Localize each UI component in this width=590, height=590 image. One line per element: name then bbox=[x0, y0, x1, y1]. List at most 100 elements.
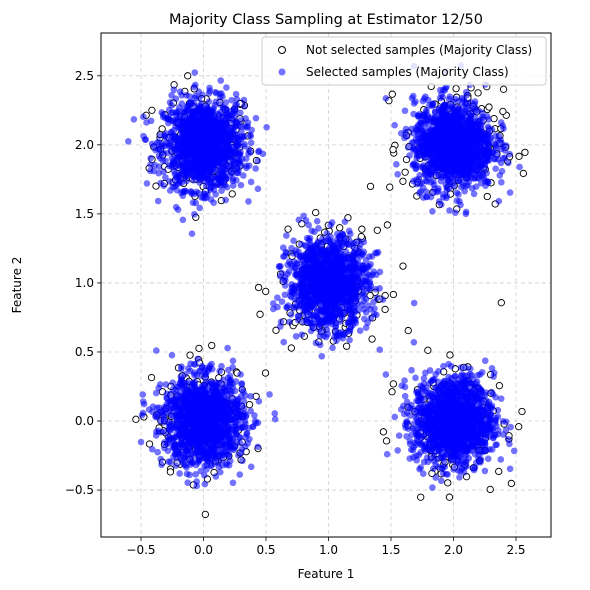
selected-point bbox=[254, 185, 262, 193]
selected-point bbox=[287, 311, 295, 318]
selected-point bbox=[426, 146, 434, 154]
selected-point bbox=[223, 137, 230, 144]
selected-point bbox=[336, 318, 344, 325]
not-selected-point bbox=[485, 103, 493, 111]
selected-point bbox=[424, 96, 432, 104]
not-selected-point bbox=[195, 344, 203, 352]
selected-point bbox=[308, 227, 315, 234]
selected-point bbox=[472, 168, 479, 176]
selected-point bbox=[449, 127, 457, 134]
selected-point bbox=[360, 315, 368, 323]
selected-point bbox=[425, 160, 432, 167]
selected-point bbox=[173, 173, 181, 181]
selected-point bbox=[183, 116, 191, 124]
selected-point bbox=[140, 132, 147, 140]
selected-point bbox=[401, 107, 409, 115]
selected-point bbox=[162, 174, 169, 181]
selected-point bbox=[221, 142, 228, 149]
selected-point bbox=[229, 177, 237, 185]
selected-point bbox=[410, 110, 417, 118]
not-selected-point bbox=[312, 208, 320, 217]
selected-point bbox=[294, 312, 302, 320]
selected-point bbox=[233, 164, 241, 172]
selected-point bbox=[188, 109, 196, 116]
selected-point bbox=[328, 249, 335, 256]
selected-point bbox=[244, 122, 251, 130]
selected-point bbox=[147, 167, 154, 175]
selected-point bbox=[241, 140, 249, 148]
selected-point bbox=[358, 278, 366, 285]
not-selected-point bbox=[490, 114, 498, 123]
selected-point bbox=[382, 95, 390, 102]
selected-point bbox=[333, 337, 340, 344]
selected-point bbox=[305, 247, 312, 254]
not-selected-point bbox=[132, 415, 140, 423]
selected-point bbox=[242, 115, 249, 122]
data-points bbox=[125, 62, 529, 519]
selected-point bbox=[241, 103, 248, 110]
selected-point bbox=[195, 145, 203, 153]
selected-point bbox=[462, 166, 469, 173]
not-selected-point bbox=[373, 226, 381, 234]
selected-point bbox=[175, 180, 182, 187]
selected-point bbox=[151, 161, 159, 169]
selected-point bbox=[184, 160, 191, 168]
selected-point bbox=[402, 129, 409, 136]
selected-point bbox=[186, 93, 193, 100]
selected-point bbox=[164, 149, 171, 157]
not-selected-point bbox=[336, 224, 344, 232]
not-selected-point bbox=[389, 290, 398, 299]
selected-point bbox=[155, 138, 162, 146]
selected-point bbox=[431, 116, 438, 123]
selected-point bbox=[461, 187, 468, 195]
selected-point bbox=[177, 157, 185, 165]
selected-point bbox=[460, 103, 468, 111]
not-selected-point bbox=[383, 221, 392, 229]
selected-point bbox=[429, 177, 437, 185]
selected-point bbox=[240, 172, 247, 179]
not-selected-point bbox=[521, 148, 529, 157]
selected-point bbox=[331, 287, 339, 295]
selected-point bbox=[347, 315, 354, 322]
selected-point bbox=[232, 90, 240, 98]
selected-point bbox=[207, 111, 215, 118]
selected-point bbox=[155, 152, 163, 160]
selected-point bbox=[162, 130, 170, 137]
selected-point bbox=[465, 143, 473, 151]
selected-point bbox=[218, 187, 225, 194]
selected-point bbox=[358, 301, 366, 309]
selected-point bbox=[469, 132, 477, 140]
not-selected-point bbox=[261, 369, 270, 377]
selected-point bbox=[198, 106, 205, 114]
selected-point bbox=[321, 276, 329, 284]
not-selected-point bbox=[201, 510, 209, 519]
selected-point bbox=[237, 181, 245, 189]
selected-point bbox=[233, 120, 241, 127]
selected-point bbox=[429, 152, 436, 160]
selected-point bbox=[313, 307, 321, 315]
selected-point bbox=[277, 318, 285, 326]
selected-point bbox=[302, 284, 310, 291]
selected-point bbox=[452, 167, 460, 175]
not-selected-point bbox=[388, 90, 396, 98]
not-selected-point bbox=[401, 168, 409, 176]
not-selected-point bbox=[256, 310, 264, 318]
selected-point bbox=[230, 152, 237, 159]
not-selected-point bbox=[166, 468, 175, 476]
selected-point bbox=[457, 201, 464, 209]
selected-point bbox=[484, 123, 492, 131]
selected-point bbox=[492, 165, 499, 173]
selected-point bbox=[252, 165, 259, 172]
selected-point bbox=[501, 154, 509, 162]
selected-point bbox=[351, 265, 359, 273]
selected-point bbox=[373, 250, 381, 257]
selected-point bbox=[209, 165, 216, 173]
selected-point bbox=[216, 135, 223, 142]
selected-point bbox=[477, 124, 485, 132]
selected-point bbox=[207, 196, 215, 203]
selected-point bbox=[278, 298, 286, 305]
selected-point bbox=[167, 136, 175, 144]
selected-point bbox=[431, 136, 438, 144]
selected-point bbox=[464, 173, 471, 181]
selected-point bbox=[312, 339, 320, 347]
